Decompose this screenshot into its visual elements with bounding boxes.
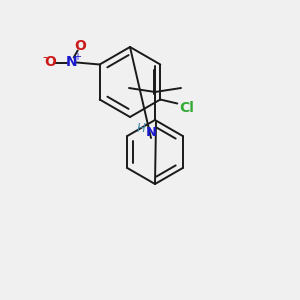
Text: O: O — [74, 40, 85, 53]
Text: Cl: Cl — [179, 100, 194, 115]
Text: -: - — [42, 51, 47, 64]
Text: H: H — [136, 122, 146, 136]
Text: +: + — [73, 52, 81, 61]
Text: O: O — [44, 56, 56, 70]
Text: N: N — [66, 56, 77, 70]
Text: N: N — [146, 125, 157, 139]
